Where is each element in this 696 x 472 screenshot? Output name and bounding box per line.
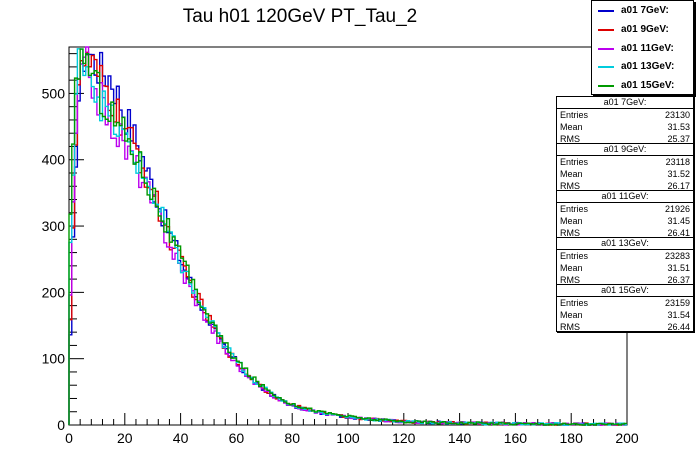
stats-box: a01 15GeV: Entries 23159 Mean 31.54 RMS 26.44: [556, 284, 694, 332]
plot-frame: [68, 46, 628, 426]
stats-row-mean: Mean 31.45: [557, 215, 693, 227]
stats-key: Entries: [560, 204, 589, 214]
stats-title: a01 13GeV:: [557, 238, 693, 250]
y-tick-label: 500: [42, 85, 66, 101]
x-tick-label: 160: [504, 430, 528, 446]
x-tick-label: 200: [615, 430, 639, 446]
stats-title: a01 15GeV:: [557, 285, 693, 297]
stats-row-mean: Mean 31.52: [557, 168, 693, 180]
legend-swatch: [598, 85, 614, 88]
x-tick-label: 80: [284, 430, 300, 446]
stats-key: Mean: [560, 216, 583, 226]
legend-swatch: [598, 28, 614, 31]
series-line-2: [68, 46, 627, 426]
stats-row-rms: RMS 26.41: [557, 227, 693, 239]
x-tick-label: 120: [392, 430, 416, 446]
stats-key: Mean: [560, 169, 583, 179]
stats-row-entries: Entries 23283: [557, 250, 693, 262]
legend-entry: a01 9GeV:: [592, 21, 693, 40]
series-line-0: [68, 51, 627, 426]
legend-label: a01 13GeV:: [621, 61, 675, 73]
stats-row-entries: Entries 23159: [557, 297, 693, 309]
stats-value: 23118: [665, 157, 690, 167]
series-line-4: [68, 48, 627, 426]
stats-key: Entries: [560, 298, 589, 308]
stats-title: a01 7GeV:: [557, 97, 693, 109]
stats-box: a01 11GeV: Entries 21926 Mean 31.45 RMS 26.41: [556, 190, 694, 238]
stats-value: 31.51: [667, 263, 690, 273]
stats-row-entries: Entries 23118: [557, 156, 693, 168]
x-tick-label: 100: [336, 430, 360, 446]
legend-label: a01 15GeV:: [621, 80, 675, 92]
stats-value: 26.17: [667, 181, 690, 191]
stats-value: 23283: [664, 251, 690, 261]
legend-label: a01 11GeV:: [621, 42, 674, 54]
legend-entry: a01 7GeV:: [592, 2, 693, 21]
stats-value: 31.54: [667, 310, 690, 320]
stats-row-mean: Mean 31.53: [557, 121, 693, 133]
stats-value: 26.41: [667, 228, 690, 238]
stats-key: Entries: [560, 110, 589, 120]
legend-swatch: [598, 47, 614, 50]
series-line-3: [68, 48, 627, 426]
y-tick-label: 300: [42, 218, 66, 234]
series-line-1: [68, 51, 627, 426]
stats-box: a01 13GeV: Entries 23283 Mean 31.51 RMS 26.37: [556, 237, 694, 285]
stats-row-rms: RMS 26.37: [557, 274, 693, 286]
x-tick-label: 140: [448, 430, 472, 446]
stats-key: Entries: [560, 157, 589, 167]
stats-key: Mean: [560, 122, 583, 132]
legend-swatch: [598, 10, 614, 12]
stats-box: a01 7GeV: Entries 23130 Mean 31.53 RMS 25.37: [556, 96, 694, 144]
stats-key: Mean: [560, 263, 583, 273]
stats-value: 23130: [664, 110, 690, 120]
stats-value: 31.45: [667, 216, 690, 226]
y-tick-label: 100: [42, 351, 66, 367]
stats-key: Entries: [560, 251, 589, 261]
legend-box: a01 7GeV: a01 9GeV: a01 11GeV: a01 13GeV: a0…: [591, 0, 694, 95]
y-tick-label: 0: [57, 417, 65, 433]
stats-box: a01 9GeV: Entries 23118 Mean 31.52 RMS 26.17: [556, 143, 694, 191]
y-tick-label: 400: [42, 152, 66, 168]
stats-row-entries: Entries 21926: [557, 203, 693, 215]
legend-label: a01 9GeV:: [621, 23, 669, 35]
chart-title: Tau h01 120GeV PT_Tau_2: [182, 6, 418, 27]
stats-title: a01 9GeV:: [557, 144, 693, 156]
legend-entry: a01 13GeV:: [592, 58, 693, 77]
stats-row-rms: RMS 26.17: [557, 180, 693, 192]
stats-row-mean: Mean 31.51: [557, 262, 693, 274]
y-tick-label: 200: [42, 284, 66, 300]
stats-title: a01 11GeV:: [557, 191, 693, 203]
legend-entry: a01 11GeV:: [592, 40, 693, 59]
x-tick-label: 20: [117, 430, 133, 446]
stats-value: 31.52: [667, 169, 690, 179]
legend-swatch: [598, 66, 614, 69]
stats-row-entries: Entries 23130: [557, 109, 693, 121]
x-tick-label: 180: [560, 430, 584, 446]
stats-key: Mean: [560, 310, 583, 320]
stats-value: 26.37: [667, 275, 690, 285]
stats-key: RMS: [560, 134, 580, 144]
stats-row-mean: Mean 31.54: [557, 309, 693, 321]
stats-key: RMS: [560, 275, 580, 285]
x-tick-label: 0: [65, 430, 73, 446]
stats-value: 25.37: [667, 134, 690, 144]
stats-row-rms: RMS 25.37: [557, 133, 693, 145]
legend-label: a01 7GeV:: [621, 5, 669, 16]
stats-value: 31.53: [667, 122, 690, 132]
legend-entry: a01 15GeV:: [592, 77, 693, 96]
stats-value: 21926: [664, 204, 690, 214]
stats-value: 23159: [664, 298, 690, 308]
stats-value: 26.44: [667, 322, 690, 332]
stats-key: RMS: [560, 228, 580, 238]
stats-row-rms: RMS 26.44: [557, 321, 693, 333]
stats-key: RMS: [560, 181, 580, 191]
stats-key: RMS: [560, 322, 580, 332]
x-tick-label: 40: [173, 430, 189, 446]
x-tick-label: 60: [229, 430, 245, 446]
